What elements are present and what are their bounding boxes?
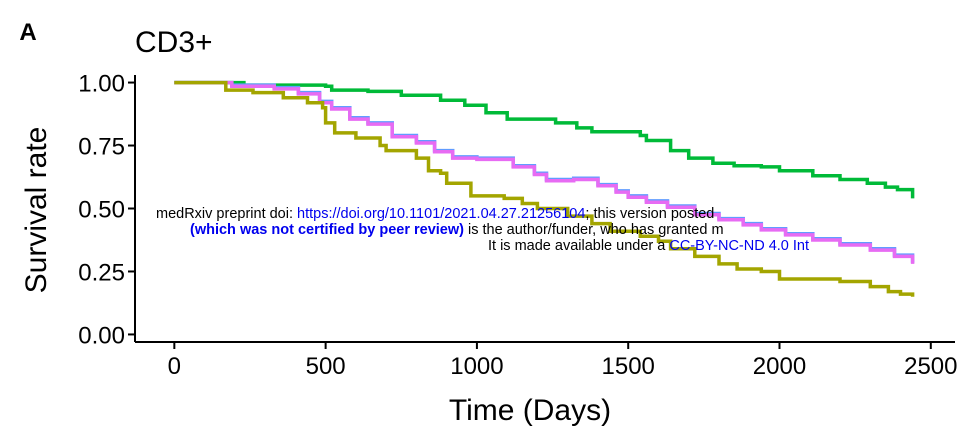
watermark-author-text: is the author/funder, who has granted m [464, 222, 724, 238]
preprint-watermark: medRxiv preprint doi: https://doi.org/10… [156, 206, 809, 254]
y-tick-label: 0.50 [78, 197, 125, 224]
x-tick-label: 0 [168, 353, 181, 380]
survival-curve-4 [174, 80, 915, 297]
x-tick-label: 1000 [450, 353, 503, 380]
plot-lines [174, 80, 915, 297]
watermark-doi-prefix: medRxiv preprint doi: [156, 206, 297, 222]
watermark-peer-review-note: (which was not certified by peer review) [190, 222, 464, 238]
watermark-license-prefix: It is made available under a [488, 238, 669, 254]
x-tick-label: 2000 [753, 353, 806, 380]
y-tick-label: 0.00 [78, 322, 125, 349]
watermark-line-2: (which was not certified by peer review)… [190, 222, 724, 238]
y-axis-label: Survival rate [20, 127, 53, 294]
watermark-doi-link[interactable]: https://doi.org/10.1101/2021.04.27.21256… [297, 206, 585, 222]
watermark-version-text: ; this version posted [585, 206, 714, 222]
y-tick-label: 0.25 [78, 259, 125, 286]
x-tick-label: 500 [306, 353, 346, 380]
y-tick-label: 1.00 [78, 71, 125, 98]
x-tick-label: 2500 [904, 353, 957, 380]
y-ticks: 0.00 0.25 0.50 0.75 1.00 [78, 71, 135, 349]
watermark-license-link[interactable]: CC-BY-NC-ND 4.0 Int [669, 238, 809, 254]
x-tick-label: 1500 [602, 353, 655, 380]
watermark-line-3: It is made available under a CC-BY-NC-ND… [488, 238, 809, 254]
y-tick-label: 0.75 [78, 134, 125, 161]
watermark-line-1: medRxiv preprint doi: https://doi.org/10… [156, 206, 714, 222]
panel-label: A [19, 19, 36, 46]
x-axis-label: Time (Days) [449, 394, 611, 427]
survival-curve-1 [174, 80, 915, 199]
x-ticks: 0 500 1000 1500 2000 2500 [168, 342, 957, 380]
chart-title: CD3+ [135, 26, 213, 59]
survival-curve-3 [174, 80, 915, 264]
